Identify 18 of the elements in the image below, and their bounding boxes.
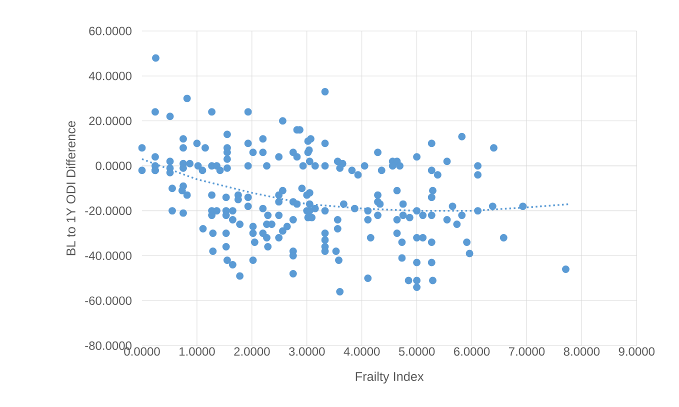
x-tick-label: 7.0000 [508, 347, 545, 356]
x-tick-label: 9.0000 [618, 347, 655, 356]
y-tick-label: 40.0000 [88, 72, 132, 80]
x-tick-label: 5.0000 [398, 347, 435, 356]
x-tick-label: 8.0000 [564, 347, 600, 356]
x-tick-label: 4.0000 [344, 347, 380, 356]
x-axis-title: Frailty Index [356, 372, 424, 384]
x-tick-label: 1.0000 [180, 347, 215, 356]
x-tick-label: 2.0000 [234, 347, 270, 356]
y-tick-label: -20.0000 [85, 206, 132, 216]
y-tick-label: 20.0000 [89, 116, 132, 126]
y-tick-label: -60.0000 [85, 296, 132, 305]
y-tick-label: 0.0000 [96, 162, 132, 170]
y-tick-label: -40.0000 [85, 252, 132, 260]
x-tick-label: 3.0000 [289, 347, 325, 356]
x-tick-label: 6.0000 [454, 347, 490, 356]
y-tick-label: 60.0000 [89, 26, 132, 36]
y-axis-title: BL to 1Y ODI Difference [66, 121, 76, 256]
